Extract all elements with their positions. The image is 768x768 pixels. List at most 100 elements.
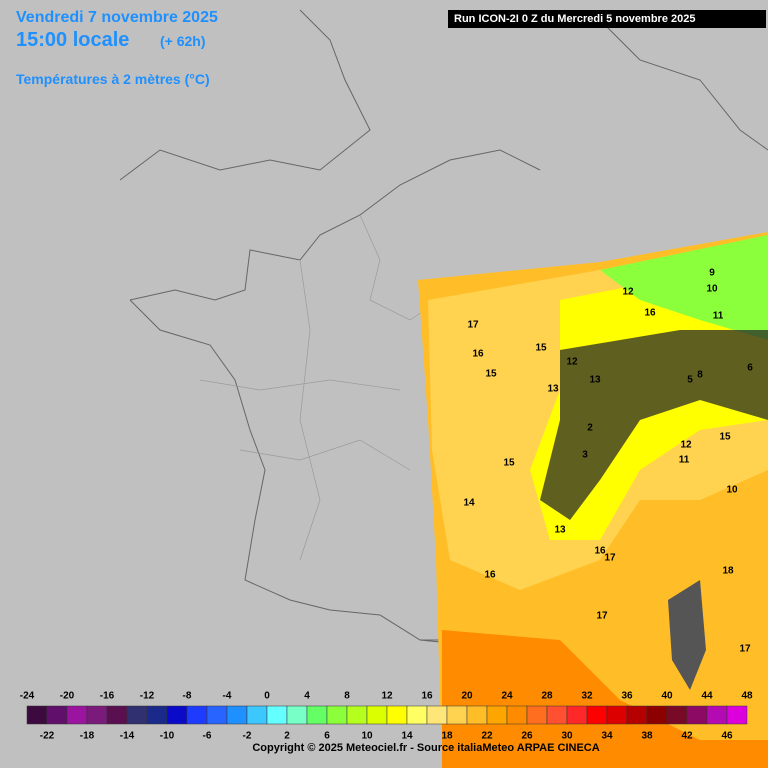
contour-label: 11 (679, 455, 690, 466)
legend-swatch (86, 705, 108, 725)
legend-tick-label: -6 (203, 731, 212, 742)
legend-tick-label: -2 (243, 731, 252, 742)
legend-tick-label: 10 (361, 731, 373, 742)
variable: Températures à 2 mètres (°C) (16, 71, 210, 87)
contour-label: 12 (680, 440, 692, 451)
legend-swatch (106, 705, 128, 725)
legend-tick-label: -4 (223, 691, 232, 702)
legend-tick-label: 34 (601, 731, 613, 742)
legend-tick-label: 38 (641, 731, 653, 742)
legend-swatch (286, 705, 308, 725)
legend-swatch (426, 705, 448, 725)
contour-label: 17 (467, 320, 479, 331)
legend-swatch (546, 705, 568, 725)
legend-tick-label: 44 (701, 691, 713, 702)
legend-swatch (26, 705, 48, 725)
contour-label: 6 (747, 363, 753, 374)
contour-label: 11 (713, 311, 724, 322)
legend-swatch (366, 705, 388, 725)
legend-swatch (146, 705, 168, 725)
legend-tick-label: 26 (521, 731, 533, 742)
legend-swatch (346, 705, 368, 725)
legend-swatch (606, 705, 628, 725)
copyright: Copyright © 2025 Meteociel.fr - Source i… (252, 742, 599, 754)
legend-swatch (666, 705, 688, 725)
contour-label: 10 (726, 485, 738, 496)
legend-swatch (706, 705, 728, 725)
contour-label: 16 (644, 308, 656, 319)
time: 15:00 locale (16, 29, 129, 51)
legend-tick-label: -24 (20, 691, 35, 702)
model-domain (418, 232, 768, 768)
legend-swatch (226, 705, 248, 725)
run-box (448, 10, 766, 28)
legend-tick-label: -20 (60, 691, 75, 702)
contour-label: 16 (472, 349, 484, 360)
legend-swatch (326, 705, 348, 725)
legend-swatch (46, 705, 68, 725)
legend-swatch (526, 705, 548, 725)
contour-label: 16 (484, 570, 496, 581)
legend-tick-label: -14 (120, 731, 135, 742)
legend-swatch (406, 705, 428, 725)
legend-tick-label: 16 (421, 691, 433, 702)
legend-tick-label: 2 (284, 731, 290, 742)
legend-swatch (466, 705, 488, 725)
legend-swatch (126, 705, 148, 725)
legend-tick-label: 0 (264, 691, 270, 702)
contour-label: 3 (582, 450, 588, 461)
legend-swatch (446, 705, 468, 725)
legend-tick-label: -8 (183, 691, 192, 702)
contour-label: 15 (503, 458, 515, 469)
legend-tick-label: -10 (160, 731, 175, 742)
legend-swatch (66, 705, 88, 725)
legend-swatch (386, 705, 408, 725)
legend-tick-label: 18 (441, 731, 453, 742)
legend-swatch (306, 705, 328, 725)
contour-label: 12 (622, 287, 634, 298)
legend-swatch (246, 705, 268, 725)
run-info: Run ICON-2I 0 Z du Mercredi 5 novembre 2… (454, 13, 695, 25)
contour-label: 5 (687, 375, 693, 386)
legend-tick-label: 24 (501, 691, 513, 702)
coastlines (119, 9, 768, 721)
legend-swatch (586, 705, 608, 725)
legend-swatch (646, 705, 668, 725)
lead-time: (+ 62h) (160, 33, 206, 49)
legend-swatch (626, 705, 648, 725)
contour-label: 13 (547, 384, 559, 395)
legend-tick-label: 46 (721, 731, 733, 742)
date: Vendredi 7 novembre 2025 (16, 9, 218, 26)
legend-tick-label: 22 (481, 731, 493, 742)
legend-tick-label: -16 (100, 691, 115, 702)
legend-swatch (166, 705, 188, 725)
borders (199, 214, 441, 561)
legend-tick-label: 42 (681, 731, 693, 742)
legend-tick-label: -18 (80, 731, 95, 742)
legend-tick-label: -22 (40, 731, 55, 742)
contour-label: 17 (596, 611, 608, 622)
legend-tick-label: -12 (140, 691, 155, 702)
contour-label: 16 (594, 546, 606, 557)
legend-tick-label: 48 (741, 691, 753, 702)
contour-label: 17 (739, 644, 751, 655)
contour-label: 13 (589, 375, 601, 386)
legend-swatch (566, 705, 588, 725)
legend-swatch (266, 705, 288, 725)
legend-tick-label: 32 (581, 691, 593, 702)
legend-tick-label: 8 (344, 691, 350, 702)
contour-label: 13 (554, 525, 566, 536)
contour-label: 15 (485, 369, 497, 380)
contour-label: 17 (604, 553, 616, 564)
legend-tick-label: 36 (621, 691, 633, 702)
contour-label: 8 (697, 370, 703, 381)
contour-label: 12 (566, 357, 578, 368)
legend-tick-label: 28 (541, 691, 553, 702)
legend-tick-label: 40 (661, 691, 673, 702)
legend-swatch (506, 705, 528, 725)
contour-label: 10 (706, 284, 718, 295)
contour-label: 15 (719, 432, 731, 443)
contour-label: 15 (535, 343, 547, 354)
